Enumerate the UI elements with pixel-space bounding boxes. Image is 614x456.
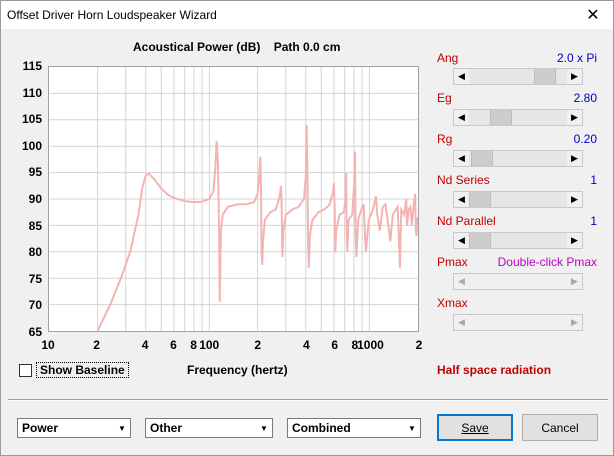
pmax-scroll-right-arrow-icon: ▶	[567, 274, 582, 289]
mode-dropdown[interactable]: Combined ▼	[287, 418, 421, 438]
pmax-scrollbar: ◀ ▶	[453, 273, 583, 290]
nd-series-scroll-thumb[interactable]	[469, 192, 491, 207]
rg-value: 0.20	[573, 132, 597, 146]
chart-title-path: Path 0.0 cm	[273, 40, 341, 54]
x-tick-label: 4	[141, 338, 149, 352]
ang-value: 2.0 x Pi	[556, 51, 597, 65]
title-bar: Offset Driver Horn Loudspeaker Wizard ✕	[1, 1, 613, 29]
nd-parallel-scroll-thumb[interactable]	[469, 233, 491, 248]
chevron-down-icon[interactable]: ▼	[408, 423, 416, 433]
nd-parallel-value: 1	[590, 214, 597, 228]
x-tick-label: 2	[254, 338, 262, 352]
measure-dropdown[interactable]: Power ▼	[17, 418, 131, 438]
half-space-status: Half space radiation	[437, 363, 552, 377]
y-tick-label: 90	[28, 192, 42, 206]
close-button[interactable]: ✕	[586, 7, 600, 24]
x-tick-label: 6	[170, 338, 177, 352]
y-tick-label: 80	[28, 245, 42, 260]
y-tick-label: 65	[28, 325, 42, 339]
nd-series-label: Nd Series	[437, 173, 490, 187]
show-baseline-label[interactable]: Show Baseline	[36, 362, 129, 378]
ang-label: Ang	[437, 51, 459, 65]
y-tick-label: 100	[21, 138, 42, 153]
eg-label: Eg	[437, 91, 452, 105]
ang-scroll-thumb[interactable]	[533, 69, 556, 84]
eg-scroll-left-arrow-icon[interactable]: ◀	[454, 110, 469, 125]
eg-scroll-right-arrow-icon[interactable]: ▶	[567, 110, 582, 125]
y-tick-label: 75	[28, 271, 42, 286]
chart-title-measure: Acoustical Power (dB)	[133, 40, 261, 54]
nd-series-scroll-right-arrow-icon[interactable]: ▶	[567, 192, 582, 207]
y-tick-label: 105	[21, 112, 42, 127]
x-tick-label: 8	[351, 338, 359, 352]
window-title: Offset Driver Horn Loudspeaker Wizard	[7, 8, 217, 22]
show-baseline-checkbox[interactable]	[19, 364, 32, 377]
eg-value: 2.80	[573, 91, 597, 105]
pmax-label: Pmax	[437, 255, 468, 269]
nd-series-value: 1	[590, 173, 597, 187]
chart-title: Acoustical Power (dB) Path 0.0 cm	[133, 40, 340, 54]
x-tick-label: 4	[302, 338, 310, 352]
nd-parallel-scrollbar[interactable]: ◀ ▶	[453, 232, 583, 249]
nd-series-scrollbar[interactable]: ◀ ▶	[453, 191, 583, 208]
x-tick-label: 100	[199, 338, 220, 352]
x-tick-label: 2	[415, 338, 423, 352]
variant-dropdown[interactable]: Other ▼	[145, 418, 273, 438]
nd-parallel-scroll-left-arrow-icon[interactable]: ◀	[454, 233, 469, 248]
ang-scroll-right-arrow-icon[interactable]: ▶	[567, 69, 582, 84]
plot-grid	[49, 67, 418, 331]
rg-scroll-left-arrow-icon[interactable]: ◀	[454, 151, 469, 166]
variant-dropdown-value: Other	[150, 421, 183, 435]
xmax-label: Xmax	[437, 296, 468, 310]
x-tick-label: 10	[41, 338, 55, 352]
nd-parallel-scroll-right-arrow-icon[interactable]: ▶	[567, 233, 582, 248]
x-tick-label: 1000	[357, 338, 384, 352]
save-button-label: Save	[461, 420, 489, 435]
response-curve	[96, 125, 418, 331]
nd-parallel-label: Nd Parallel	[437, 214, 496, 228]
x-tick-label: 2	[93, 338, 100, 352]
pmax-scroll-left-arrow-icon: ◀	[454, 274, 469, 289]
mode-dropdown-value: Combined	[292, 421, 351, 435]
pmax-value[interactable]: Double-click Pmax	[497, 255, 597, 269]
xmax-scroll-left-arrow-icon: ◀	[454, 315, 469, 330]
y-tick-label: 115	[22, 59, 42, 73]
x-tick-label: 6	[331, 338, 339, 352]
frequency-response-plot	[48, 66, 419, 332]
save-button[interactable]: Save	[437, 414, 513, 441]
chevron-down-icon[interactable]: ▼	[118, 423, 126, 433]
x-tick-label: 8	[190, 338, 197, 352]
cancel-button-label: Cancel	[541, 420, 579, 435]
rg-label: Rg	[437, 132, 453, 146]
x-axis-label: Frequency (hertz)	[187, 363, 288, 377]
rg-scroll-thumb[interactable]	[470, 151, 493, 166]
rg-scrollbar[interactable]: ◀ ▶	[453, 150, 583, 167]
ang-scroll-left-arrow-icon[interactable]: ◀	[454, 69, 469, 84]
y-tick-label: 110	[22, 85, 42, 100]
cancel-button[interactable]: Cancel	[522, 414, 598, 441]
separator-line	[8, 399, 608, 401]
eg-scroll-thumb[interactable]	[490, 110, 513, 125]
measure-dropdown-value: Power	[22, 421, 59, 435]
ang-scrollbar[interactable]: ◀ ▶	[453, 68, 583, 85]
xmax-scroll-right-arrow-icon: ▶	[567, 315, 582, 330]
rg-scroll-right-arrow-icon[interactable]: ▶	[567, 151, 582, 166]
y-tick-label: 70	[28, 298, 42, 313]
xmax-scrollbar: ◀ ▶	[453, 314, 583, 331]
y-tick-label: 95	[28, 165, 42, 180]
chevron-down-icon[interactable]: ▼	[260, 423, 268, 433]
eg-scrollbar[interactable]: ◀ ▶	[453, 109, 583, 126]
y-tick-label: 85	[28, 218, 42, 233]
nd-series-scroll-left-arrow-icon[interactable]: ◀	[454, 192, 469, 207]
